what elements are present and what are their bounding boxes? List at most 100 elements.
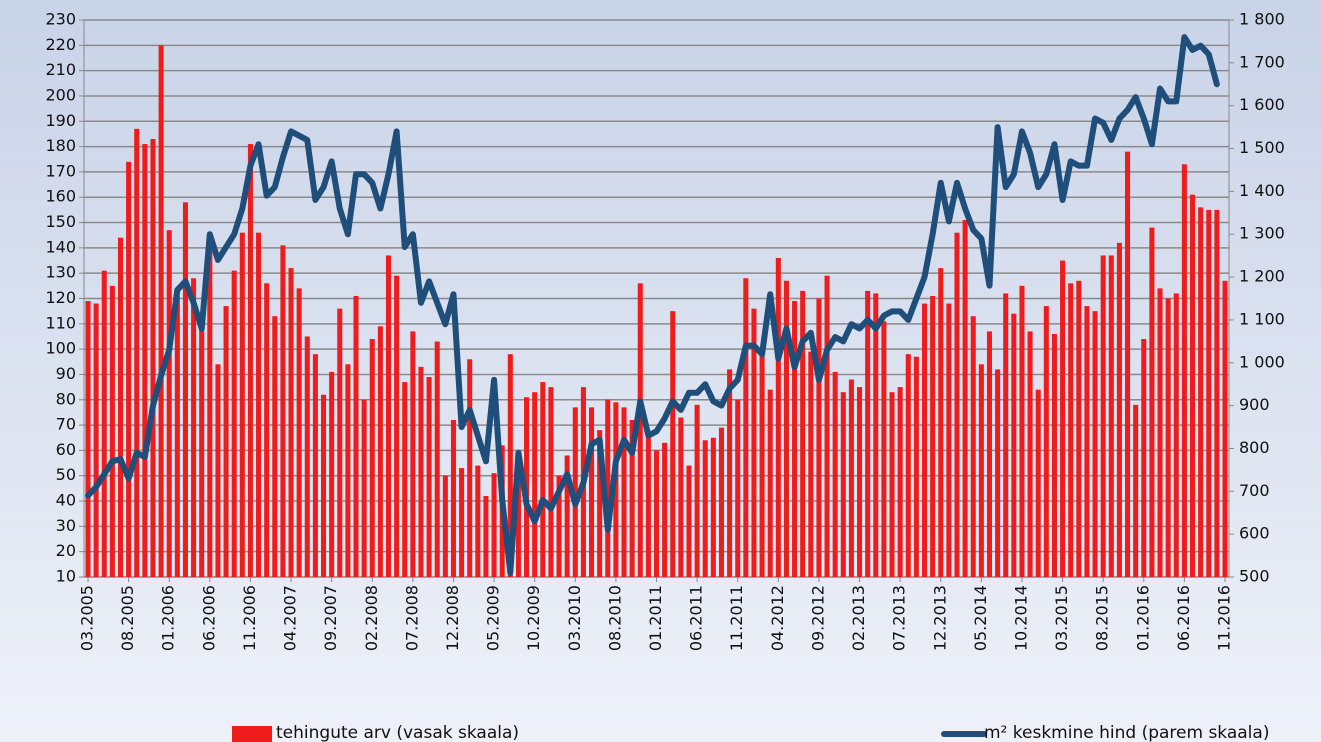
bar: [239, 232, 245, 577]
bar: [1100, 255, 1106, 577]
bar: [459, 468, 465, 577]
x-tick-label: 11.2011: [727, 585, 746, 651]
bar: [1181, 164, 1187, 577]
bar: [1214, 209, 1220, 578]
bar: [182, 202, 188, 578]
bar: [897, 387, 903, 577]
bar: [369, 339, 375, 577]
x-tick-label: 09.2012: [808, 585, 827, 651]
x-tick-label: 09.2007: [321, 585, 340, 651]
bar: [995, 369, 1001, 577]
x-tick-label: 11.2016: [1215, 585, 1234, 651]
bar: [1222, 280, 1228, 577]
bar: [247, 144, 253, 578]
bar: [361, 399, 367, 577]
x-tick-label: 11.2006: [240, 585, 259, 651]
bar: [117, 237, 124, 577]
bar: [507, 354, 513, 577]
x-tick-label: 01.2006: [159, 585, 178, 651]
legend-label: m² keskmine hind (parem skaala): [984, 723, 1269, 742]
bar: [759, 351, 765, 577]
bar: [191, 278, 197, 577]
bar: [1060, 260, 1066, 577]
y2-tick-label: 1 800: [1239, 10, 1285, 29]
x-tick-label: 04.2007: [281, 585, 300, 651]
y-tick-label: 140: [45, 237, 76, 256]
x-tick-label: 01.2011: [646, 585, 665, 651]
bar: [1035, 389, 1041, 577]
bar: [215, 364, 221, 577]
y-tick-label: 150: [45, 212, 76, 231]
bar: [101, 270, 107, 577]
bar: [645, 437, 651, 577]
bar: [962, 220, 968, 577]
bar: [913, 356, 919, 577]
bar: [783, 280, 789, 577]
bar: [881, 321, 887, 577]
bar: [816, 298, 822, 577]
bar: [1092, 311, 1098, 577]
bar: [1027, 331, 1033, 577]
bar: [532, 392, 538, 577]
bar: [353, 295, 359, 577]
y-tick-label: 180: [45, 136, 76, 155]
x-tick-label: 02.2013: [849, 585, 868, 651]
bar: [678, 417, 684, 577]
bar: [134, 128, 140, 578]
y-tick-label: 120: [45, 288, 76, 307]
bar: [767, 389, 773, 577]
bar: [1198, 207, 1204, 577]
bar: [686, 465, 692, 577]
x-tick-label: 03.2010: [565, 585, 584, 651]
bar: [385, 255, 392, 577]
bar: [1206, 209, 1212, 578]
bar: [970, 316, 976, 577]
y-tick-label: 90: [56, 364, 76, 383]
bar: [304, 336, 310, 577]
bar: [792, 301, 798, 577]
bar: [556, 475, 562, 577]
bar: [597, 430, 603, 577]
x-tick-label: 05.2014: [971, 585, 990, 651]
bar: [1165, 298, 1171, 577]
y2-tick-label: 1 000: [1239, 352, 1285, 371]
x-tick-label: 02.2008: [362, 585, 381, 651]
bar: [1051, 333, 1057, 577]
y-tick-label: 50: [56, 465, 76, 484]
bar: [1076, 280, 1082, 577]
bar: [1173, 293, 1179, 577]
y-tick-label: 80: [56, 389, 76, 408]
y-tick-label: 230: [45, 10, 76, 29]
x-tick-label: 07.2013: [890, 585, 909, 651]
bar: [231, 270, 237, 577]
bar: [873, 293, 879, 577]
bar: [637, 283, 643, 577]
bar: [751, 308, 757, 577]
x-tick-label: 06.2006: [199, 585, 218, 651]
x-tick-label: 04.2012: [768, 585, 787, 651]
bar: [1019, 285, 1025, 577]
bar: [621, 407, 627, 577]
bar: [840, 392, 846, 577]
bar: [800, 290, 806, 577]
bar: [450, 420, 456, 577]
bar: [418, 366, 424, 577]
bar: [848, 379, 854, 577]
bar: [85, 301, 91, 577]
y2-tick-label: 700: [1239, 481, 1270, 500]
bar: [1116, 242, 1122, 578]
bar: [1157, 288, 1163, 577]
bar: [1003, 293, 1009, 577]
x-tick-label: 06.2011: [687, 585, 706, 651]
x-tick-label: 10.2014: [1011, 585, 1030, 651]
y-tick-label: 110: [45, 313, 76, 332]
bar: [256, 232, 262, 577]
x-tick-label: 07.2008: [402, 585, 421, 651]
y-tick-label: 190: [45, 111, 76, 130]
x-tick-label: 12.2008: [443, 585, 462, 651]
bar: [775, 257, 781, 577]
y-tick-label: 220: [45, 35, 76, 54]
bar: [142, 144, 148, 578]
x-tick-label: 03.2015: [1052, 585, 1071, 651]
